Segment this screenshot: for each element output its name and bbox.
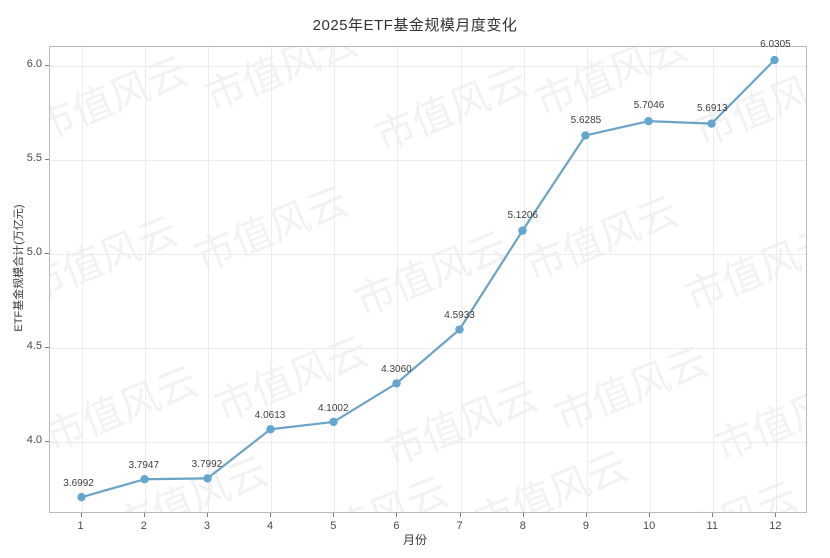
x-tick-mark [206,513,208,517]
x-tick-label: 4 [267,520,274,532]
x-tick-label: 1 [77,520,84,532]
y-tick-label: 4.5 [26,340,42,353]
data-point-label: 6.0305 [760,39,791,51]
data-point-marker[interactable] [329,417,338,427]
gridline-vertical [271,47,272,512]
x-tick-label: 5 [330,520,337,532]
y-tick-label: 6.0 [26,57,42,70]
data-point-marker[interactable] [644,116,653,126]
data-point-marker[interactable] [140,475,149,484]
gridline-horizontal [50,254,806,255]
x-tick-mark [459,513,461,517]
gridline-vertical [524,47,525,512]
data-point-label: 3.7947 [128,460,160,472]
data-point-marker[interactable] [518,226,527,235]
y-tick-label: 5.5 [26,151,42,164]
y-tick-label: 4.0 [26,434,42,447]
data-point-label: 3.7992 [191,459,223,471]
data-point-marker[interactable] [581,131,590,140]
data-point-marker[interactable] [770,55,779,65]
data-point-marker[interactable] [266,425,275,434]
x-tick-mark [143,513,145,517]
x-tick-mark [775,513,777,517]
data-point-marker[interactable] [392,379,401,388]
y-tick-mark [45,347,49,349]
gridline-vertical [713,47,714,512]
x-tick-label: 2 [140,520,147,532]
data-point-marker[interactable] [455,325,464,334]
plot-area: 市值风云 市值风云 市值风云 市值风云 市值风云 市值风云 市值风云 市值风云 市值风云 市值风云… [49,46,807,513]
gridline-vertical [145,47,146,512]
data-point-label: 4.0613 [254,409,286,421]
x-tick-label: 12 [769,520,782,532]
data-point-label: 5.6913 [696,102,728,114]
x-tick-mark [396,513,398,517]
x-tick-label: 3 [203,520,210,532]
data-point-marker[interactable] [203,474,212,483]
gridline-vertical [334,47,335,512]
gridline-vertical [208,47,209,512]
data-point-label: 4.3060 [381,363,412,375]
x-tick-label: 8 [519,520,526,532]
x-tick-label: 10 [642,520,656,532]
gridline-horizontal [50,442,806,443]
x-tick-mark [649,513,651,517]
gridline-vertical [650,47,651,512]
data-point-label: 5.6285 [570,114,602,126]
y-tick-mark [45,64,49,66]
y-tick-label: 5.0 [26,246,42,259]
y-axis-label: ETF基金规模合计(万亿元) [13,204,25,332]
x-axis-label: 月份 [402,533,427,547]
x-tick-label: 6 [393,520,400,532]
data-point-marker[interactable] [707,119,716,128]
x-tick-mark [585,513,587,517]
data-point-label: 4.5933 [444,309,475,321]
x-tick-label: 11 [706,520,718,532]
y-tick-mark [45,441,49,443]
data-point-label: 5.1206 [507,210,539,222]
data-point-marker[interactable] [77,492,86,502]
x-tick-label: 7 [456,520,463,532]
y-tick-mark [45,158,49,160]
x-tick-mark [333,513,335,517]
gridline-horizontal [50,66,806,67]
y-tick-mark [45,253,49,255]
gridline-vertical [82,47,83,512]
x-tick-mark [522,513,524,517]
gridline-vertical [461,47,462,512]
x-tick-mark [80,513,82,517]
gridline-vertical [776,47,777,512]
gridline-vertical [397,47,398,512]
x-tick-mark [712,513,714,517]
gridline-horizontal [50,160,806,161]
gridline-vertical [587,47,588,512]
gridline-horizontal [50,348,806,349]
x-tick-label: 9 [582,520,589,532]
page-title: 2025年ETF基金规模月度变化 [312,17,518,34]
x-tick-mark [270,513,272,517]
data-point-label: 4.1002 [317,402,349,414]
series-line [80,58,776,499]
data-point-label: 5.7046 [633,100,665,112]
line-series [77,55,779,502]
data-point-label: 3.6992 [63,478,94,490]
